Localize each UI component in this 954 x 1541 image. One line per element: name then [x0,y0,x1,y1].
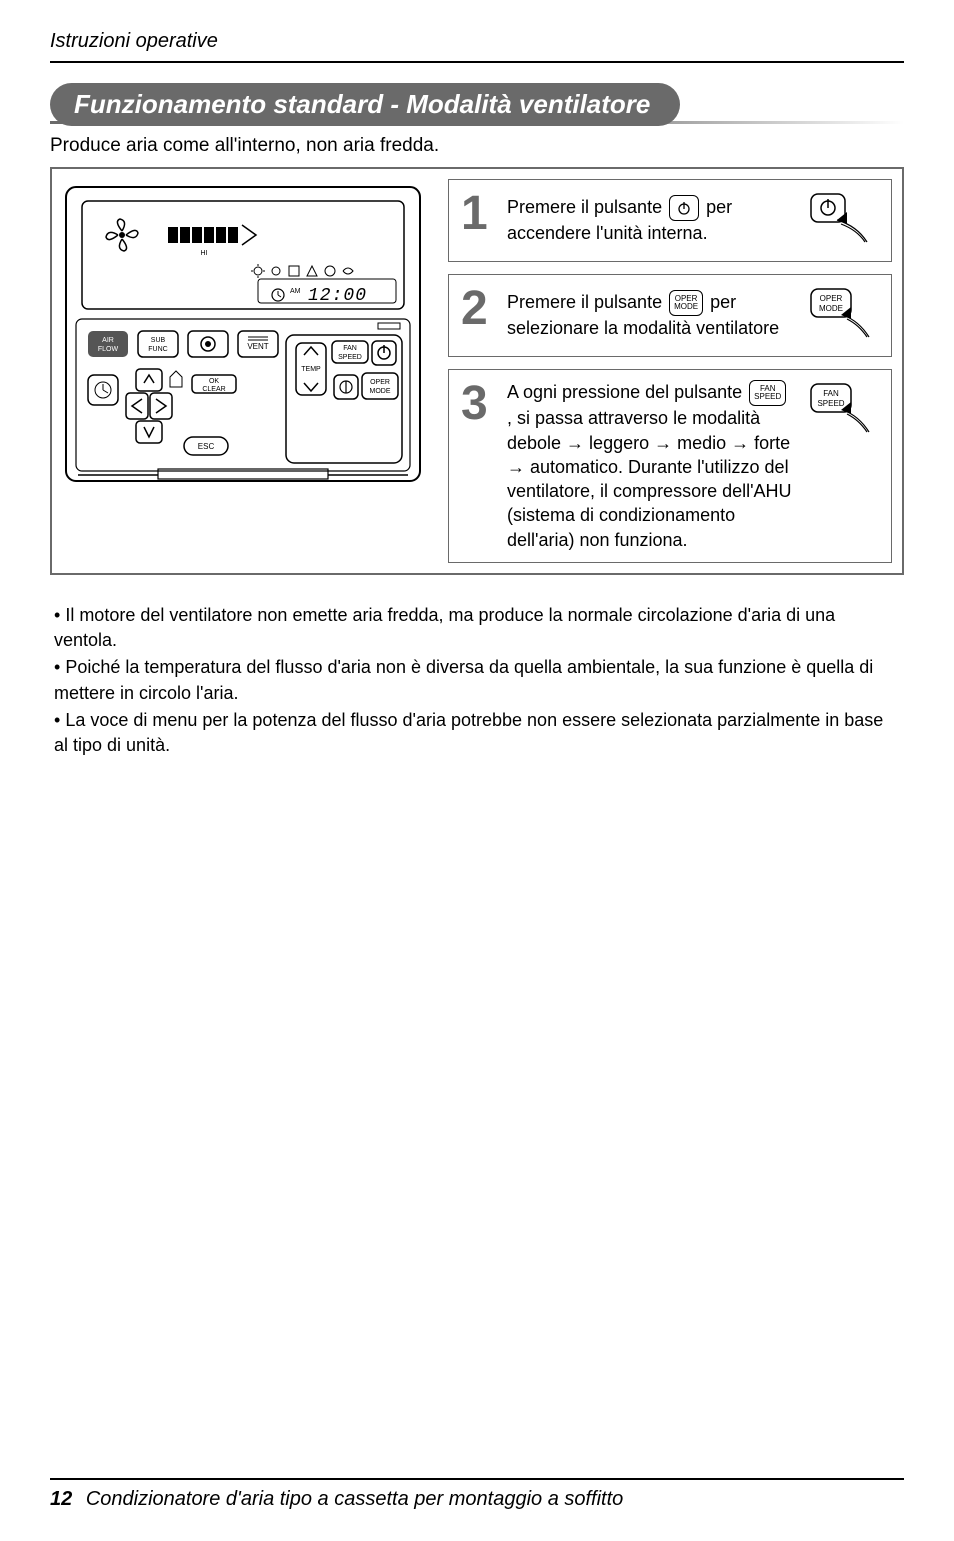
footer-title: Condizionatore d'aria tipo a cassetta pe… [86,1488,623,1510]
mode-icons [251,264,353,278]
section-title-container: Funzionamento standard - Modalità ventil… [50,83,904,127]
step-text-before: Premere il pulsante [507,292,667,312]
svg-text:HI: HI [201,250,208,257]
step-text: Premere il pulsante per accendere l'unit… [507,195,797,246]
step-3: 3 A ogni pressione del pulsante FANSPEED… [448,369,892,563]
step-text-before: Premere il pulsante [507,197,667,217]
svg-text:FLOW: FLOW [98,346,119,353]
svg-text:MODE: MODE [370,388,391,395]
small-buttons-row: AIR FLOW SUB FUNC VENT [88,331,278,357]
step-text: Premere il pulsante OPERMODE per selezio… [507,290,797,341]
footer-rule [50,1478,904,1480]
svg-text:TEMP: TEMP [301,366,321,373]
svg-text:VENT: VENT [247,342,268,351]
step-number: 3 [461,380,497,428]
step-corner-icon: OPER MODE [807,285,879,346]
oper-mode-button-inline: OPERMODE [669,290,703,316]
step-corner-icon: FAN SPEED [807,380,879,441]
note-item: • Il motore del ventilatore non emette a… [54,603,900,653]
remote-svg: HI AM 12:00 [58,179,428,489]
step-text: A ogni pressione del pulsante FANSPEED ,… [507,380,797,552]
fan-speed-button-inline: FANSPEED [749,380,786,406]
steps-column: 1 Premere il pulsante per accendere l'un… [448,179,892,563]
main-content-box: HI AM 12:00 [50,167,904,575]
power-button-inline [669,195,699,221]
airflow-bars-icon: HI [168,225,256,257]
intro-text: Produce aria come all'interno, non aria … [50,135,904,157]
svg-text:FAN: FAN [343,345,357,352]
svg-text:OPER: OPER [370,379,390,386]
svg-text:AM: AM [290,288,301,295]
header-rule [50,61,904,63]
remote-illustration: HI AM 12:00 [58,179,428,563]
left-control-cluster: OK CLEAR ESC [88,369,236,455]
svg-text:ESC: ESC [198,442,215,451]
svg-text:CLEAR: CLEAR [202,386,225,393]
fan-icon [106,219,138,251]
section-title: Funzionamento standard - Modalità ventil… [50,83,680,126]
svg-text:OK: OK [209,378,219,385]
right-control-cluster: TEMP FAN SPEED OPER MODE [296,341,398,399]
svg-text:OPER: OPER [820,294,843,303]
step-text-before: A ogni pressione del pulsante [507,382,747,402]
step-corner-icon [807,190,879,251]
step-1: 1 Premere il pulsante per accendere l'un… [448,179,892,262]
page-header: Istruzioni operative [50,30,904,53]
fan-speed-label: FANSPEED [754,385,781,401]
page-footer: 12 Condizionatore d'aria tipo a cassetta… [50,1478,904,1511]
power-icon [677,201,691,215]
step-number: 1 [461,190,497,238]
svg-text:SUB: SUB [151,337,166,344]
step-text-after: , si passa attraverso le modalità debole… [507,408,792,549]
notes-block: • Il motore del ventilatore non emette a… [50,603,904,758]
note-item: • La voce di menu per la potenza del flu… [54,708,900,758]
svg-text:SPEED: SPEED [817,399,844,408]
step-2: 2 Premere il pulsante OPERMODE per selez… [448,274,892,357]
svg-text:AIR: AIR [102,337,114,344]
page-number: 12 [50,1488,72,1510]
svg-text:FAN: FAN [823,389,839,398]
note-item: • Poiché la temperatura del flusso d'ari… [54,655,900,705]
footer-text: 12 Condizionatore d'aria tipo a cassetta… [50,1488,904,1511]
svg-text:SPEED: SPEED [338,354,362,361]
step-number: 2 [461,285,497,333]
svg-text:FUNC: FUNC [148,346,167,353]
oper-mode-label: OPERMODE [674,295,698,311]
svg-text:MODE: MODE [819,304,843,313]
